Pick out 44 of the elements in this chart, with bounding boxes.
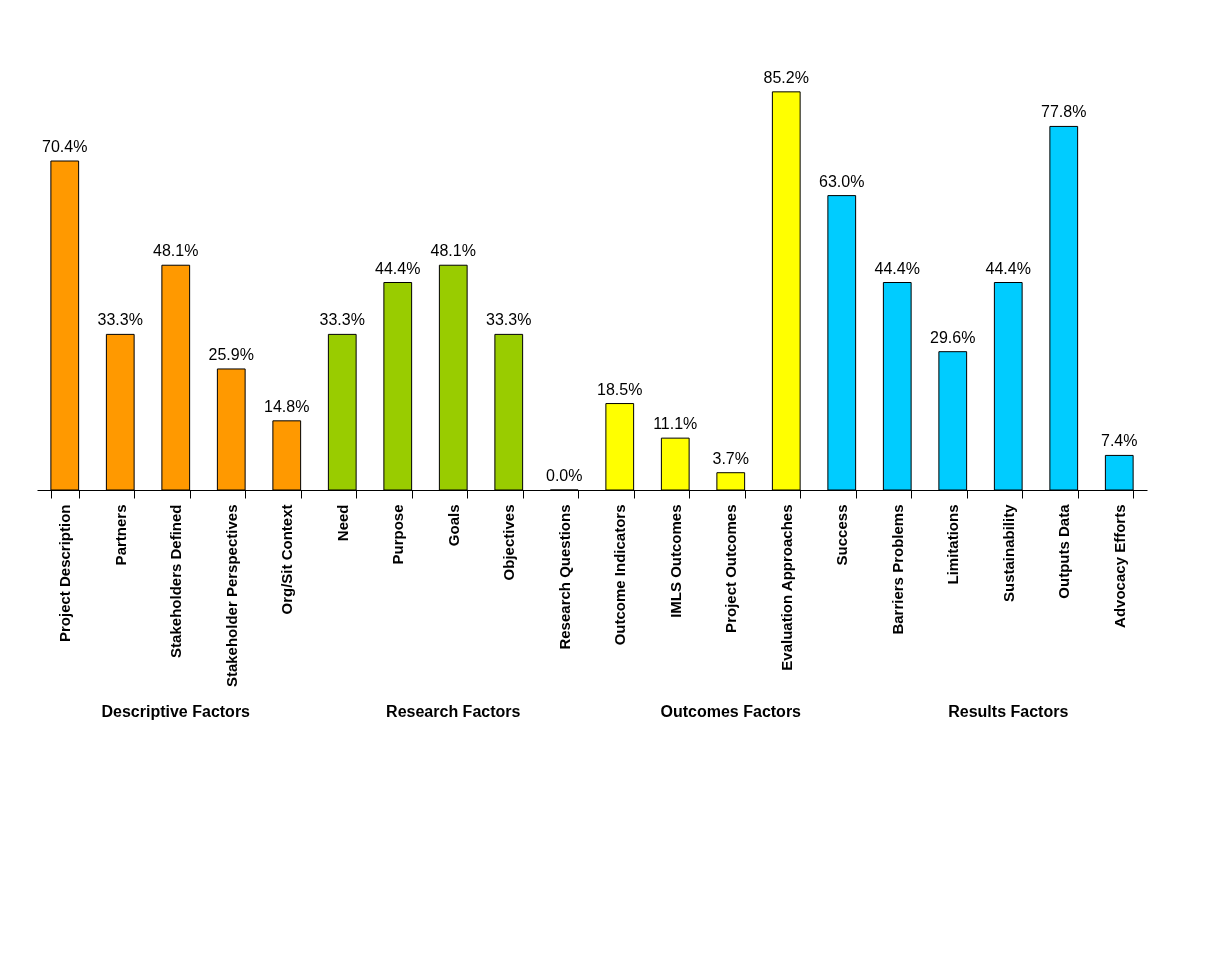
data-label: 33.3% <box>486 311 532 329</box>
data-label: 70.4% <box>42 138 88 156</box>
data-label: 25.9% <box>208 345 254 363</box>
data-label: 0.0% <box>546 467 583 484</box>
x-tick-label: IMLS Outcomes <box>666 504 684 618</box>
data-label: 14.8% <box>264 397 310 415</box>
x-tick-label: Partners <box>111 504 129 566</box>
x-tick-label: Stakeholders Defined <box>167 504 185 658</box>
data-label: 29.6% <box>930 328 976 346</box>
data-label: 7.4% <box>1101 432 1138 450</box>
x-tick-label: Sustainability <box>999 503 1017 603</box>
data-label: 48.1% <box>430 242 476 260</box>
data-label: 85.2% <box>763 68 809 86</box>
x-tick-label: Success <box>833 504 851 566</box>
x-tick-label: Stakeholder Perspectives <box>222 504 240 688</box>
data-label: 77.8% <box>1041 103 1087 121</box>
data-label: 44.4% <box>375 259 421 277</box>
x-tick-label: Research Questions <box>555 504 573 650</box>
x-tick-label: Outputs Data <box>1055 503 1073 599</box>
text: Outcomes Factors <box>660 703 802 720</box>
text: Descriptive Factors <box>101 703 251 720</box>
data-label: 11.1% <box>653 415 698 433</box>
x-tick-label: Goals <box>444 504 462 547</box>
data-label: 33.3% <box>97 311 143 329</box>
x-tick-label: Limitations <box>944 504 962 585</box>
data-label: 44.4% <box>985 259 1031 277</box>
data-label: 3.7% <box>712 449 749 467</box>
data-label: 33.3% <box>319 311 365 329</box>
x-tick-label: Outcome Indicators <box>611 504 629 646</box>
text: Results Factors <box>948 703 1069 720</box>
x-tick-label: Project Description <box>56 504 74 643</box>
x-tick-label: Advocacy Efforts <box>1110 504 1128 628</box>
text: Research Factors <box>386 703 521 720</box>
x-tick-label: Purpose <box>389 504 407 565</box>
data-label: 63.0% <box>819 172 865 190</box>
x-tick-label: Objectives <box>500 504 518 581</box>
x-tick-label: Org/Sit Context <box>278 504 296 615</box>
data-label: 48.1% <box>153 242 199 260</box>
x-tick-label: Need <box>333 504 351 542</box>
x-tick-label: Evaluation Approaches <box>777 504 795 671</box>
data-label: 18.5% <box>597 380 643 398</box>
x-tick-label: Barriers Problems <box>888 504 906 635</box>
x-tick-label: Project Outcomes <box>722 504 740 633</box>
data-label: 44.4% <box>874 259 920 277</box>
